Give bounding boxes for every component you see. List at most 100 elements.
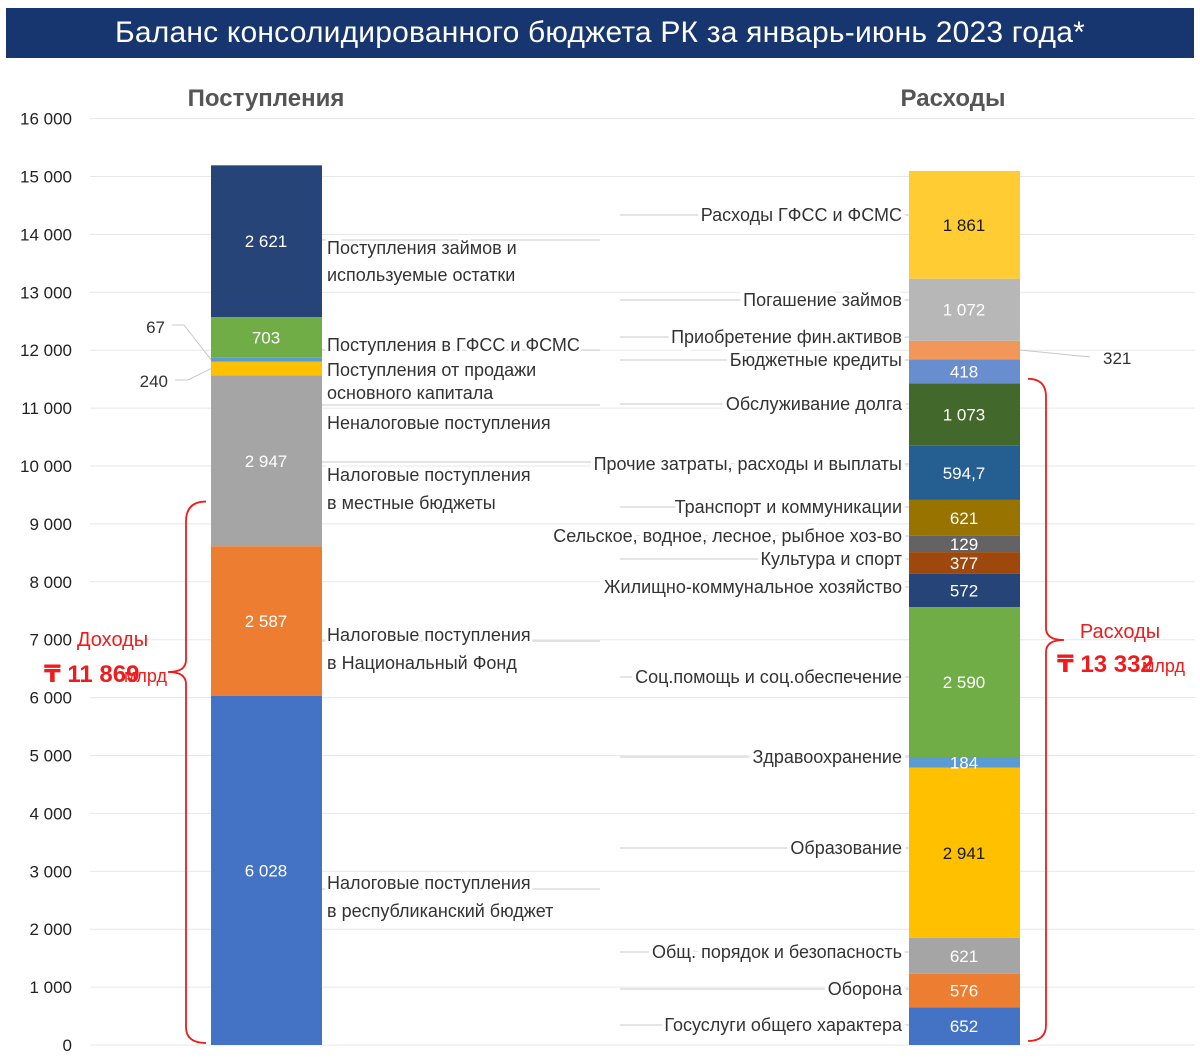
expenses-data-label: 129 [950, 535, 978, 554]
expenses-category-label: Оборона [828, 979, 903, 999]
expenses-category-label: Расходы ГФСС и ФСМС [701, 205, 902, 225]
expenses-bar-segment [909, 552, 1020, 574]
expenses-category-label: Приобретение фин.активов [671, 327, 902, 347]
expenses-bar-segment [909, 383, 1020, 446]
expenses-bar-segment [909, 573, 1020, 608]
expenses-bar-segment [909, 170, 1020, 279]
revenue-bar-segment [211, 375, 322, 547]
y-tick-label: 5 000 [29, 747, 72, 766]
expenses-data-label: 621 [950, 509, 978, 528]
expenses-bar-segment [909, 445, 1020, 500]
revenue-category-label: в местные бюджеты [327, 493, 496, 513]
revenue-total-unit: млрд [124, 666, 167, 686]
leader-line [187, 368, 212, 381]
revenue-category-label: Неналоговые поступления [327, 413, 551, 433]
y-tick-label: 6 000 [29, 689, 72, 708]
revenue-data-label: 6 028 [245, 861, 288, 880]
revenue-column: 6 028 Налоговые поступления в республиканс… [140, 165, 600, 1045]
chart-title: Баланс консолидированного бюджета РК за … [6, 8, 1194, 58]
expenses-total-label: Расходы [1080, 621, 1160, 643]
y-tick-label: 2 000 [29, 920, 72, 939]
expenses-data-label: 2 941 [943, 844, 986, 863]
expenses-category-label: Транспорт и коммуникации [675, 497, 902, 517]
revenue-category-label: Поступления займов и [327, 238, 517, 258]
expenses-bar-segment [909, 973, 1020, 1008]
revenue-data-label: 2 587 [245, 612, 288, 631]
y-tick-label: 3 000 [29, 862, 72, 881]
expenses-bar-segment [909, 499, 1020, 536]
expenses-category-label: Погашение займов [743, 290, 902, 310]
expenses-data-label: 594,7 [943, 464, 986, 483]
expenses-bar-segment [909, 607, 1020, 758]
revenue-total-label: Доходы [77, 629, 148, 651]
revenue-data-label: 67 [146, 318, 165, 337]
expenses-bar-segment [909, 278, 1020, 341]
expenses-total-unit: млрд [1142, 656, 1185, 676]
revenue-data-label: 240 [140, 372, 168, 391]
y-tick-label: 7 000 [29, 631, 72, 650]
revenue-data-label: 703 [252, 328, 280, 347]
expenses-category-label: Жилищно-коммунальное хозяйство [604, 577, 902, 597]
expenses-category-label: Госуслуги общего характера [664, 1015, 903, 1035]
revenue-bar-segment [211, 361, 322, 376]
y-tick-label: 13 000 [20, 283, 72, 302]
revenue-category-label: Налоговые поступления [327, 873, 531, 893]
expenses-category-label: Общ. порядок и безопасность [652, 942, 902, 962]
y-tick-label: 8 000 [29, 573, 72, 592]
revenue-category-label: Поступления в ГФСС и ФСМС [327, 335, 580, 355]
expenses-data-label: 184 [950, 753, 978, 772]
revenue-category-label: используемые остатки [327, 265, 515, 285]
revenue-category-label: основного капитала [327, 383, 494, 403]
expenses-category-label: Обслуживание долга [726, 394, 903, 414]
expenses-category-label: Соц.помощь и соц.обеспечение [635, 667, 902, 687]
revenue-bar-segment [211, 695, 322, 1045]
expenses-bar-segment [909, 359, 1020, 384]
y-tick-label: 16 000 [20, 110, 72, 129]
revenue-category-label: в Национальный Фонд [327, 653, 517, 673]
expenses-bar-segment [909, 757, 1020, 768]
expenses-bar-segment [909, 535, 1020, 553]
expenses-bar-segment [909, 767, 1020, 938]
expenses-bar-segment [909, 1007, 1020, 1045]
expenses-data-label: 377 [950, 554, 978, 573]
expenses-data-label: 576 [950, 982, 978, 1001]
revenue-category-label: Налоговые поступления [327, 625, 531, 645]
expenses-category-label: Образование [790, 838, 902, 858]
expenses-data-label: 572 [950, 581, 978, 600]
revenue-data-label: 2 947 [245, 452, 288, 471]
revenue-category-label: Поступления от продажи [327, 360, 536, 380]
expenses-data-label: 1 072 [943, 301, 986, 320]
expenses-category-label: Бюджетные кредиты [730, 350, 902, 370]
expenses-column-title: Расходы [901, 85, 1006, 112]
expenses-bar-segment [909, 937, 1020, 974]
revenue-bar-segment [211, 317, 322, 358]
y-tick-label: 4 000 [29, 804, 72, 823]
expenses-category-label: Прочие затраты, расходы и выплаты [594, 454, 902, 474]
expenses-category-label: Здравоохранение [752, 747, 902, 767]
expenses-bar-segment [909, 340, 1020, 360]
y-tick-label: 9 000 [29, 515, 72, 534]
y-tick-label: 15 000 [20, 168, 72, 187]
expenses-data-label: 321 [1103, 349, 1131, 368]
revenue-total-brace [167, 500, 207, 1044]
expenses-data-label: 418 [950, 362, 978, 381]
expenses-data-label: 621 [950, 947, 978, 966]
revenue-bar-segment [211, 357, 322, 362]
revenue-column-title: Поступления [188, 85, 345, 112]
revenue-data-label: 2 621 [245, 232, 288, 251]
expenses-data-label: 1 073 [943, 406, 986, 425]
expenses-data-label: 652 [950, 1017, 978, 1036]
revenue-bar-segment [211, 165, 322, 318]
revenue-category-label: Налоговые поступления [327, 465, 531, 485]
expenses-total-brace [1027, 377, 1065, 1042]
expenses-total-value: ₸ 13 332 [1057, 651, 1154, 678]
revenue-bar-segment [211, 546, 322, 696]
y-axis-ticks: 0 1 000 2 000 3 000 4 000 5 000 6 000 7 000 8 00… [20, 110, 72, 1055]
expenses-data-label: 1 861 [943, 216, 986, 235]
y-tick-label: 1 000 [29, 978, 72, 997]
expenses-category-label: Сельское, водное, лесное, рыбное хоз-во [553, 526, 902, 546]
y-tick-label: 0 [63, 1036, 72, 1055]
leader-line [1019, 349, 1091, 358]
